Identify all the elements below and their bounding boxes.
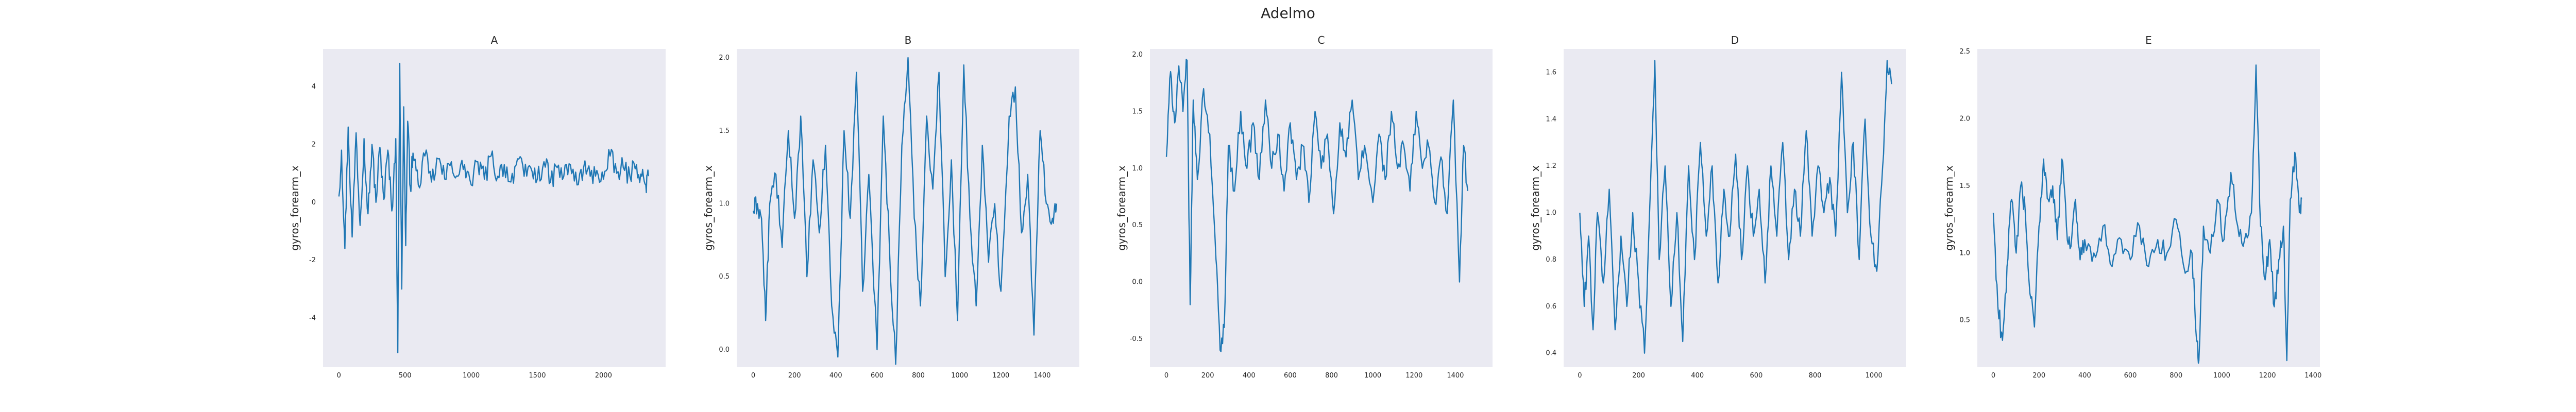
y-tick-label: -4: [309, 314, 316, 322]
y-tick-label: 1.5: [1959, 182, 1970, 190]
figure-title: Adelmo: [1261, 5, 1315, 22]
y-axis-label: gyros_forearm_x: [1529, 165, 1541, 251]
series-line: [1165, 59, 1469, 352]
y-tick-label: 1.0: [719, 200, 730, 208]
y-tick-label: 2.0: [1132, 51, 1143, 59]
plot-area: [1977, 49, 2320, 367]
x-tick-label: 800: [1809, 372, 1822, 380]
x-tick-label: 1000: [463, 372, 480, 380]
y-tick-label: -0.5: [1130, 335, 1143, 343]
x-tick-label: 200: [788, 372, 801, 380]
plot-area: [1150, 49, 1493, 367]
x-tick-label: 1000: [1364, 372, 1381, 380]
series-line: [1579, 60, 1892, 354]
y-tick-label: 4: [312, 83, 316, 91]
x-tick-label: 600: [871, 372, 884, 380]
x-tick-label: 200: [1632, 372, 1645, 380]
y-tick-label: 0.8: [1546, 256, 1556, 264]
subplot-title: A: [491, 34, 498, 46]
y-tick-label: 1.5: [1132, 108, 1143, 115]
y-tick-label: 2: [312, 141, 316, 148]
y-tick-label: 0: [312, 199, 316, 207]
x-tick-label: 400: [1691, 372, 1704, 380]
plot-area: [323, 49, 666, 367]
x-tick-label: 1200: [2259, 372, 2276, 380]
x-tick-label: 0: [1164, 372, 1168, 380]
x-tick-label: 400: [1243, 372, 1256, 380]
x-tick-label: 1000: [2213, 372, 2230, 380]
y-tick-label: 0.5: [1132, 221, 1143, 229]
y-tick-label: 2.0: [719, 54, 730, 62]
y-tick-label: 2.0: [1959, 115, 1970, 123]
x-tick-label: 1200: [992, 372, 1009, 380]
y-axis-label: gyros_forearm_x: [1115, 165, 1128, 251]
subplot-title: B: [905, 34, 912, 46]
y-tick-label: 0.5: [1959, 317, 1970, 324]
x-tick-label: 400: [2078, 372, 2091, 380]
x-tick-label: 1200: [1405, 372, 1422, 380]
series-line: [752, 57, 1058, 365]
y-tick-label: -2: [309, 256, 316, 264]
plot-area: [1564, 49, 1906, 367]
x-tick-label: 600: [1284, 372, 1297, 380]
plot-area: [737, 49, 1079, 367]
y-axis-label: gyros_forearm_x: [1943, 165, 1955, 251]
x-tick-label: 600: [2124, 372, 2137, 380]
x-tick-label: 400: [829, 372, 842, 380]
y-tick-label: 1.0: [1546, 209, 1556, 217]
x-tick-label: 200: [1201, 372, 1214, 380]
y-tick-label: 0.4: [1546, 350, 1556, 357]
y-tick-label: 0.0: [719, 346, 730, 354]
y-axis-label: gyros_forearm_x: [289, 165, 301, 251]
y-tick-label: 0.6: [1546, 303, 1556, 311]
x-tick-label: 800: [2170, 372, 2182, 380]
y-tick-label: 0.0: [1132, 278, 1143, 286]
y-tick-label: 0.5: [719, 273, 730, 281]
x-tick-label: 1000: [951, 372, 968, 380]
subplot-title: E: [2145, 34, 2152, 46]
x-tick-label: 1400: [1447, 372, 1464, 380]
y-tick-label: 1.5: [719, 127, 730, 135]
y-axis-label: gyros_forearm_x: [702, 165, 715, 251]
y-tick-label: 1.6: [1546, 68, 1556, 76]
x-tick-label: 0: [1578, 372, 1582, 380]
x-tick-label: 800: [1325, 372, 1338, 380]
x-tick-label: 800: [912, 372, 925, 380]
series-line: [338, 62, 649, 354]
x-tick-label: 0: [751, 372, 755, 380]
x-tick-label: 1500: [529, 372, 546, 380]
x-tick-label: 200: [2032, 372, 2045, 380]
x-tick-label: 2000: [595, 372, 612, 380]
x-tick-label: 1000: [1866, 372, 1883, 380]
y-tick-label: 1.0: [1132, 165, 1143, 173]
y-tick-label: 1.2: [1546, 162, 1556, 170]
x-tick-label: 1400: [1033, 372, 1050, 380]
x-tick-label: 1400: [2304, 372, 2321, 380]
x-tick-label: 500: [399, 372, 412, 380]
series-line: [1992, 64, 2302, 364]
y-tick-label: 2.5: [1959, 48, 1970, 56]
x-tick-label: 600: [1750, 372, 1762, 380]
y-tick-label: 1.4: [1546, 115, 1556, 123]
subplot-title: C: [1318, 34, 1325, 46]
x-tick-label: 0: [1991, 372, 1995, 380]
x-tick-label: 0: [337, 372, 341, 380]
y-tick-label: 1.0: [1959, 249, 1970, 257]
subplot-title: D: [1731, 34, 1739, 46]
